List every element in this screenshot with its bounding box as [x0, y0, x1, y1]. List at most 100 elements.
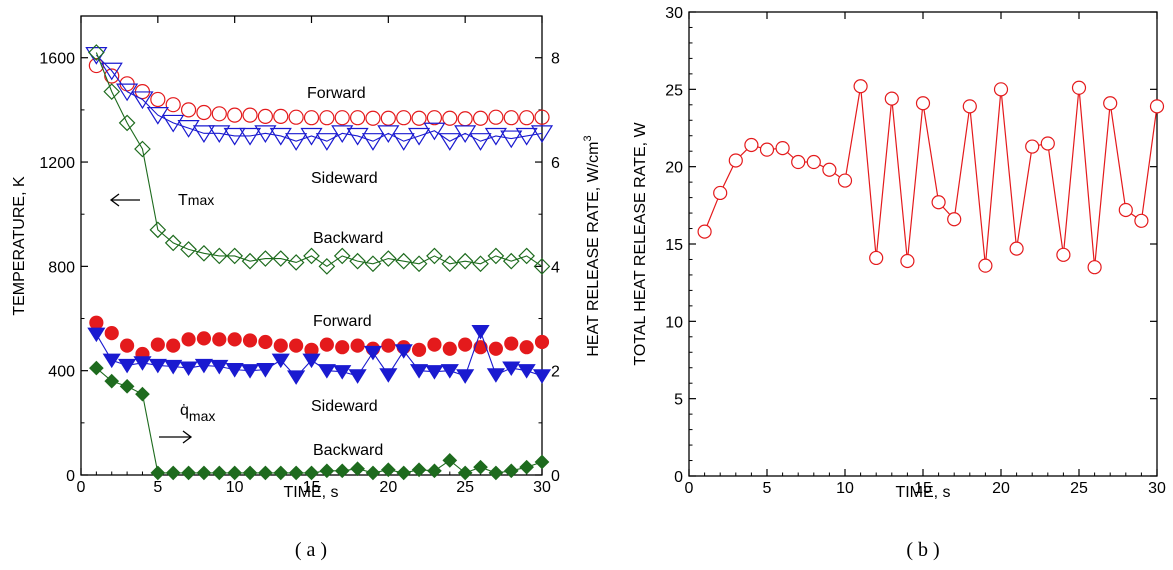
data-point — [315, 133, 338, 151]
series-3 — [89, 315, 550, 362]
data-point — [164, 359, 183, 375]
label-tmax: Tmax — [178, 192, 214, 209]
data-point — [196, 465, 212, 481]
data-point — [486, 368, 505, 383]
data-point — [791, 154, 806, 170]
data-point — [257, 250, 274, 267]
data-point — [350, 338, 365, 353]
data-point — [257, 108, 273, 125]
data-point — [269, 127, 292, 146]
data-point — [396, 465, 412, 481]
label-qmax: q̇max — [180, 402, 215, 424]
data-point — [162, 114, 185, 133]
data-point — [180, 241, 197, 258]
y-left-tick-label: 800 — [48, 259, 75, 276]
data-point — [440, 364, 459, 379]
data-point — [517, 364, 536, 379]
arrow-left-icon — [109, 193, 140, 207]
data-point — [227, 107, 243, 123]
y-tick-label: 20 — [665, 160, 683, 177]
label-qmax-main: q̇ — [180, 402, 189, 419]
data-point — [425, 365, 444, 380]
data-point — [192, 125, 216, 143]
label-tmax-main: T — [178, 192, 188, 209]
data-point — [318, 258, 336, 275]
data-point — [1118, 202, 1133, 218]
data-point — [518, 247, 535, 265]
y-tick-label: 15 — [665, 237, 683, 254]
data-point — [395, 252, 413, 270]
x-tick-label: 20 — [992, 480, 1010, 497]
data-point — [728, 153, 743, 168]
data-point — [869, 250, 884, 266]
data-point — [744, 137, 759, 153]
data-point — [165, 97, 181, 113]
label-sideward-bottom: Sideward — [311, 398, 378, 415]
panel-a-xlabel: TIME, s — [283, 484, 338, 501]
series-0 — [697, 79, 1165, 275]
x-tick-label: 25 — [1070, 480, 1088, 497]
x-tick-label: 15 — [914, 480, 932, 497]
data-point — [392, 133, 415, 151]
series-5 — [89, 360, 550, 481]
y-tick-label: 10 — [665, 314, 683, 331]
y-right-tick-label: 8 — [551, 51, 560, 68]
data-point — [256, 363, 275, 378]
data-point — [1056, 247, 1071, 262]
data-point — [273, 338, 288, 353]
x-tick-label: 5 — [153, 479, 162, 496]
data-point — [181, 465, 196, 481]
data-point — [1134, 213, 1149, 228]
data-point — [533, 258, 551, 275]
data-point — [240, 364, 260, 379]
series-0 — [88, 57, 550, 127]
data-point — [300, 127, 323, 146]
data-point — [471, 324, 490, 340]
y-tick-label: 25 — [665, 82, 683, 99]
data-point — [438, 133, 461, 151]
data-point — [380, 110, 396, 126]
data-point — [87, 327, 106, 343]
data-point — [273, 108, 289, 125]
data-point — [411, 110, 427, 126]
data-point — [135, 386, 150, 402]
data-point — [211, 106, 227, 122]
data-point — [119, 378, 135, 394]
data-point — [697, 224, 712, 239]
data-point — [210, 247, 228, 265]
data-point — [273, 465, 289, 481]
data-point — [1149, 99, 1165, 114]
data-point — [89, 315, 104, 330]
data-point — [1071, 80, 1087, 95]
data-point — [487, 247, 505, 265]
data-point — [118, 114, 136, 132]
data-point — [208, 125, 231, 143]
data-point — [488, 109, 504, 125]
data-point — [287, 370, 306, 385]
data-point — [333, 247, 351, 265]
data-point — [131, 91, 154, 110]
data-point — [456, 252, 474, 270]
data-point — [426, 110, 443, 126]
panel-b-ylabel: TOTAL HEAT RELEASE RATE, W — [632, 121, 649, 365]
data-point — [519, 340, 534, 355]
data-point — [118, 358, 137, 374]
panel-b-frame — [688, 11, 1158, 477]
data-point — [196, 104, 212, 121]
data-point — [504, 336, 519, 351]
data-point — [104, 326, 119, 341]
y-tick-label: 5 — [674, 392, 683, 409]
panel-b: 0 5 10 15 20 25 30 0 5 10 15 20 25 30 TIME, s TOTAL H… — [632, 5, 1166, 561]
data-point — [88, 44, 105, 61]
data-point — [713, 185, 728, 201]
data-point — [226, 247, 244, 265]
data-point — [503, 463, 519, 479]
data-point — [396, 110, 412, 126]
x-tick-label: 0 — [77, 479, 86, 496]
data-point — [532, 369, 552, 384]
data-point — [242, 465, 258, 481]
data-point — [225, 363, 244, 378]
data-point — [472, 110, 489, 126]
data-point — [334, 110, 350, 126]
